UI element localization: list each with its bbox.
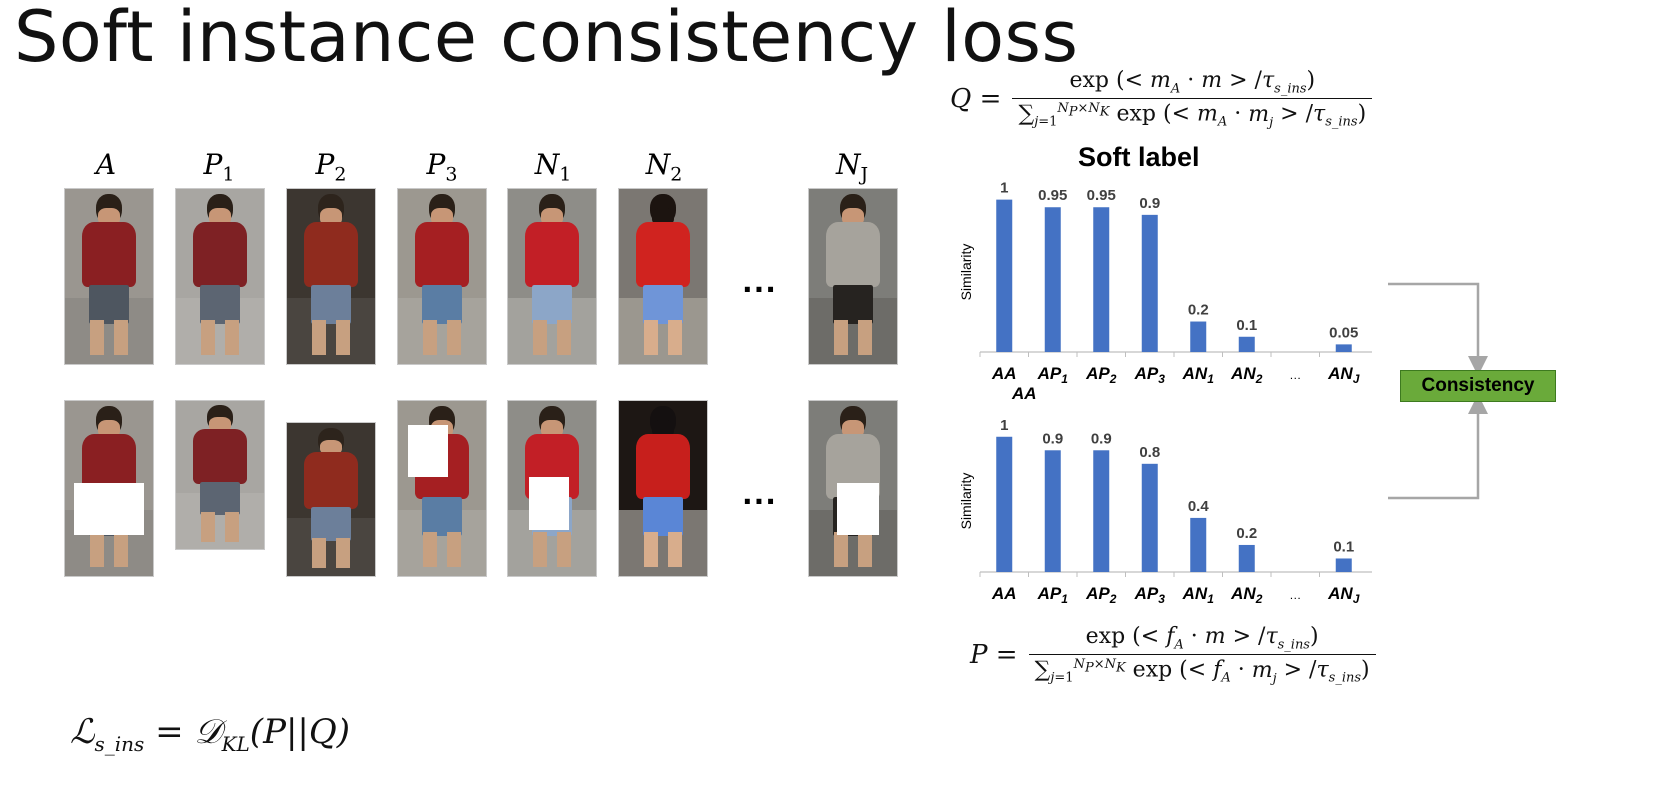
ellipsis-top: ...: [742, 266, 777, 299]
category-label-ellipsis: …: [1289, 588, 1301, 602]
category-label-anj: ANJ: [1327, 584, 1360, 606]
chart-title: Soft label: [1078, 142, 1200, 172]
person-image-p2: [286, 188, 376, 365]
consistency-connector: [1388, 282, 1488, 500]
category-label-aa: AA: [991, 584, 1017, 603]
bar-an2: [1238, 544, 1255, 572]
category-label-ellipsis: …: [1289, 368, 1301, 382]
column-label-nj: NJ: [835, 148, 869, 186]
formula-q: Q = exp (< mA · m > /τs_ins) ∑j=1NP×NK e…: [950, 68, 1373, 130]
loss-formula: ℒs_ins = 𝒟KL(P||Q): [70, 712, 351, 756]
column-label-n1: N1: [534, 148, 572, 186]
data-label-anj: 0.05: [1329, 324, 1358, 341]
person-image-p3: [397, 188, 487, 365]
person-image-a: [64, 188, 154, 365]
similarity-chart: Similarity 1 AA 0.9 AP1 0.9 AP2 0.8 AP3 0.4 AN1 0.2…: [958, 417, 1372, 606]
person-image-n1: [507, 188, 597, 365]
category-label-aa: AA: [991, 364, 1017, 383]
bar-ap2: [1093, 450, 1110, 572]
bar-anj: [1335, 558, 1352, 572]
slide-title: Soft instance consistency loss: [14, 0, 1079, 78]
data-label-ap1: 0.9: [1042, 430, 1063, 447]
category-label-an1: AN1: [1182, 364, 1215, 386]
data-label-an2: 0.1: [1236, 317, 1257, 334]
data-label-ap2: 0.95: [1087, 187, 1116, 204]
connector-bottom-arrow: [1388, 394, 1488, 500]
data-label-aa: 1: [1000, 417, 1008, 434]
y-axis-label: Similarity: [958, 244, 974, 301]
column-label-p2: P2: [315, 148, 347, 186]
y-axis-label: Similarity: [958, 473, 974, 530]
bar-ap1: [1044, 207, 1061, 352]
data-label-an2: 0.2: [1236, 525, 1257, 542]
category-label-ap2: AP2: [1085, 584, 1117, 606]
data-label-ap1: 0.95: [1038, 187, 1067, 204]
connector-top-arrow: [1388, 282, 1488, 376]
data-label-ap3: 0.8: [1139, 444, 1160, 461]
soft-label-chart: Similarity 1 AA 0.95 AP1 0.95 AP2 0.9 AP3 0.2 AN1 0…: [958, 180, 1372, 386]
category-label-an2: AN2: [1230, 364, 1263, 386]
erase-mask: [408, 425, 448, 477]
person-image-n2: [618, 188, 708, 365]
erase-mask: [837, 483, 879, 535]
data-label-aa: 1: [1000, 180, 1008, 197]
bar-an1: [1190, 321, 1207, 352]
augmented-image-nj: [808, 400, 898, 577]
erase-mask: [74, 483, 144, 535]
consistency-box: Consistency: [1400, 370, 1556, 402]
data-label-ap2: 0.9: [1091, 430, 1112, 447]
person-image-nj: [808, 188, 898, 365]
category-label-an1: AN1: [1182, 584, 1215, 606]
category-label-ap1: AP1: [1037, 364, 1069, 386]
augmented-image-p3: [397, 400, 487, 577]
category-label-ap3: AP3: [1134, 584, 1166, 606]
bar-ap2: [1093, 207, 1110, 352]
data-label-an1: 0.2: [1188, 302, 1209, 319]
category-label-ap2: AP2: [1085, 364, 1117, 386]
category-label-ap1: AP1: [1037, 584, 1069, 606]
erase-mask: [529, 477, 569, 530]
bar-aa: [996, 436, 1013, 572]
data-label-ap3: 0.9: [1139, 195, 1160, 212]
column-label-n2: N2: [645, 148, 683, 186]
column-label-a: A: [95, 148, 117, 181]
data-label-anj: 0.1: [1333, 538, 1354, 555]
ellipsis-bottom: ...: [742, 478, 777, 511]
bar-an2: [1238, 336, 1255, 352]
augmented-image-p2: [286, 422, 376, 577]
augmented-image-n1: [507, 400, 597, 577]
person-image-p1: [175, 188, 265, 365]
augmented-image-a: [64, 400, 154, 577]
bar-anj: [1335, 344, 1352, 352]
data-label-an1: 0.4: [1188, 498, 1210, 515]
stray-axis-label: AA: [1012, 384, 1037, 403]
column-label-p1: P1: [203, 148, 235, 186]
column-label-p3: P3: [426, 148, 458, 186]
category-label-anj: ANJ: [1327, 364, 1360, 386]
bar-ap3: [1141, 463, 1158, 572]
bar-aa: [996, 199, 1013, 352]
bar-ap1: [1044, 450, 1061, 572]
augmented-image-n2: [618, 400, 708, 577]
augmented-image-p1: [175, 400, 265, 550]
bar-an1: [1190, 517, 1207, 572]
category-label-an2: AN2: [1230, 584, 1263, 606]
bar-ap3: [1141, 214, 1158, 352]
formula-p: P = exp (< fA · m > /τs_ins) ∑j=1NP×NK e…: [970, 624, 1376, 686]
category-label-ap3: AP3: [1134, 364, 1166, 386]
